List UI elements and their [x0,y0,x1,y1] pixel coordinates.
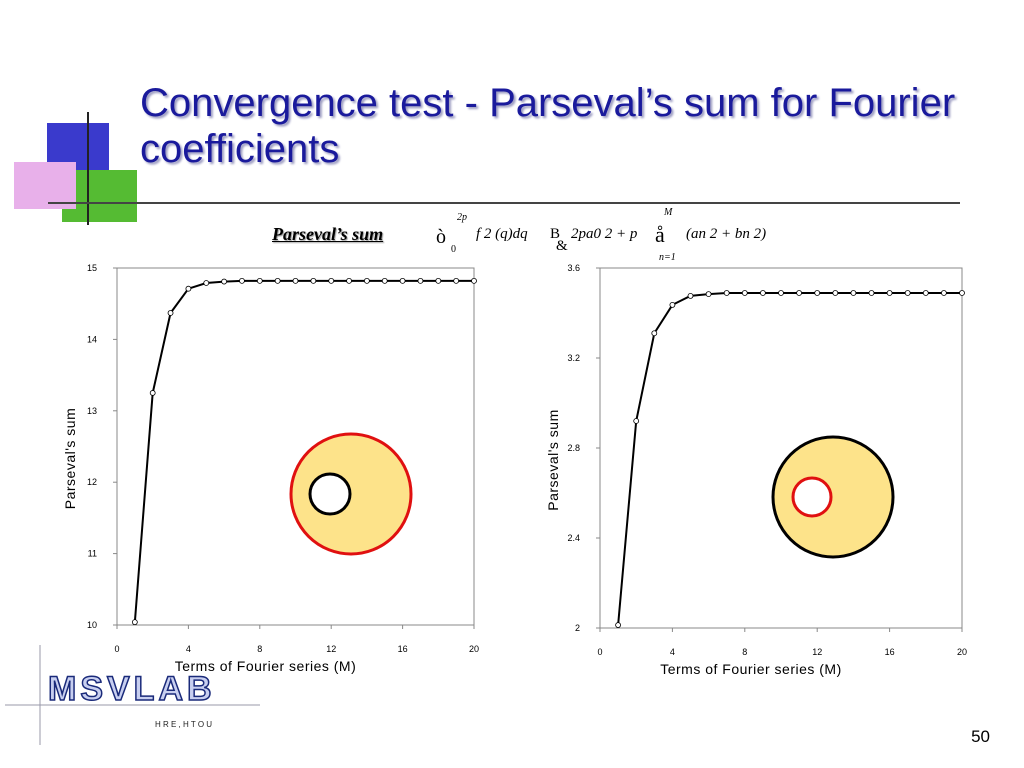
x-tick-label: 16 [398,644,408,654]
data-point [310,277,317,284]
y-tick-label: 15 [87,263,97,273]
data-point [959,290,965,296]
data-point [131,619,138,626]
data-point [814,290,821,296]
data-point [292,277,299,284]
formula-part: & [556,238,568,254]
data-point [615,622,621,628]
y-tick-label: 13 [87,406,97,416]
deco-circle [771,435,895,559]
deco-circle [308,472,352,516]
page-number: 50 [971,727,990,746]
y-tick-label: 2.8 [567,443,580,453]
x-tick-label: 8 [742,647,747,657]
data-point [705,291,712,298]
data-point [274,277,281,284]
x-tick-label: 0 [114,644,119,654]
y-tick-label: 3.2 [567,353,580,363]
deco-circle [791,476,833,518]
data-point [417,277,424,284]
data-point [651,330,658,337]
x-tick-label: 20 [469,644,479,654]
formula-part: ò [436,226,446,248]
y-tick-label: 2 [575,623,580,633]
data-point [633,418,640,424]
plot-frame [599,267,963,629]
data-point [741,290,748,296]
y-tick-label: 12 [87,477,97,487]
slide-title: Convergence test - Parseval’s sum for Fo… [140,81,956,171]
data-point [796,290,802,296]
series-line [617,291,962,626]
logo-text: MSVLAB [48,670,216,708]
x-axis-label: Terms of Fourier series (M) [660,661,842,677]
formula-part: (an 2 + bn 2) [686,226,767,242]
formula-part: 0 [451,244,456,255]
data-point [256,277,263,284]
x-tick-label: 12 [326,644,336,654]
data-point [185,285,192,292]
data-point [723,290,730,296]
logo-subtitle: H R E , H T O U [155,720,212,729]
y-tick-label: 10 [87,620,97,630]
data-point [868,290,875,296]
x-tick-label: 8 [257,644,262,654]
data-point [453,277,460,284]
data-point [778,290,784,296]
y-tick-label: 11 [88,549,97,559]
data-point [435,277,442,284]
data-point [149,390,156,396]
series-line [133,279,474,623]
formula-label: Parseval’s sum [272,224,384,244]
data-point [941,290,947,296]
data-point [203,280,210,286]
data-point [904,290,911,296]
formula-part: 2p [457,212,467,223]
formula-part: å [655,222,665,247]
x-tick-label: 16 [885,647,895,657]
formula-part: f 2 (q)dq [476,226,528,242]
formula-part: n=1 [659,252,676,263]
data-point [399,277,406,284]
data-point [239,277,245,284]
x-tick-label: 4 [670,647,675,657]
deco-square [14,162,76,209]
formula-part: B [550,226,561,242]
data-point [760,290,766,296]
data-point [346,277,352,284]
data-point [687,292,694,299]
data-point [669,301,676,308]
data-point [922,290,929,296]
y-tick-label: 14 [87,334,97,344]
formula-part: 2pa0 2 + p [571,226,638,242]
data-point [471,277,477,284]
x-tick-label: 12 [812,647,822,657]
x-tick-label: 0 [597,647,602,657]
data-point [832,290,839,296]
data-point [381,277,388,284]
plot-frame [116,267,475,626]
formula-part: M [664,207,673,218]
y-axis-label: Parseval's sum [62,408,78,509]
x-tick-label: 4 [186,644,191,654]
y-axis-label: Parseval's sum [545,409,561,510]
x-tick-label: 20 [957,647,967,657]
data-point [850,290,857,296]
y-tick-label: 3.6 [567,263,580,273]
data-point [221,278,228,285]
y-tick-label: 2.4 [567,533,580,543]
data-point [328,277,335,284]
data-point [886,290,893,296]
x-axis-label: Terms of Fourier series (M) [175,658,357,674]
data-point [167,310,174,316]
data-point [363,277,370,284]
